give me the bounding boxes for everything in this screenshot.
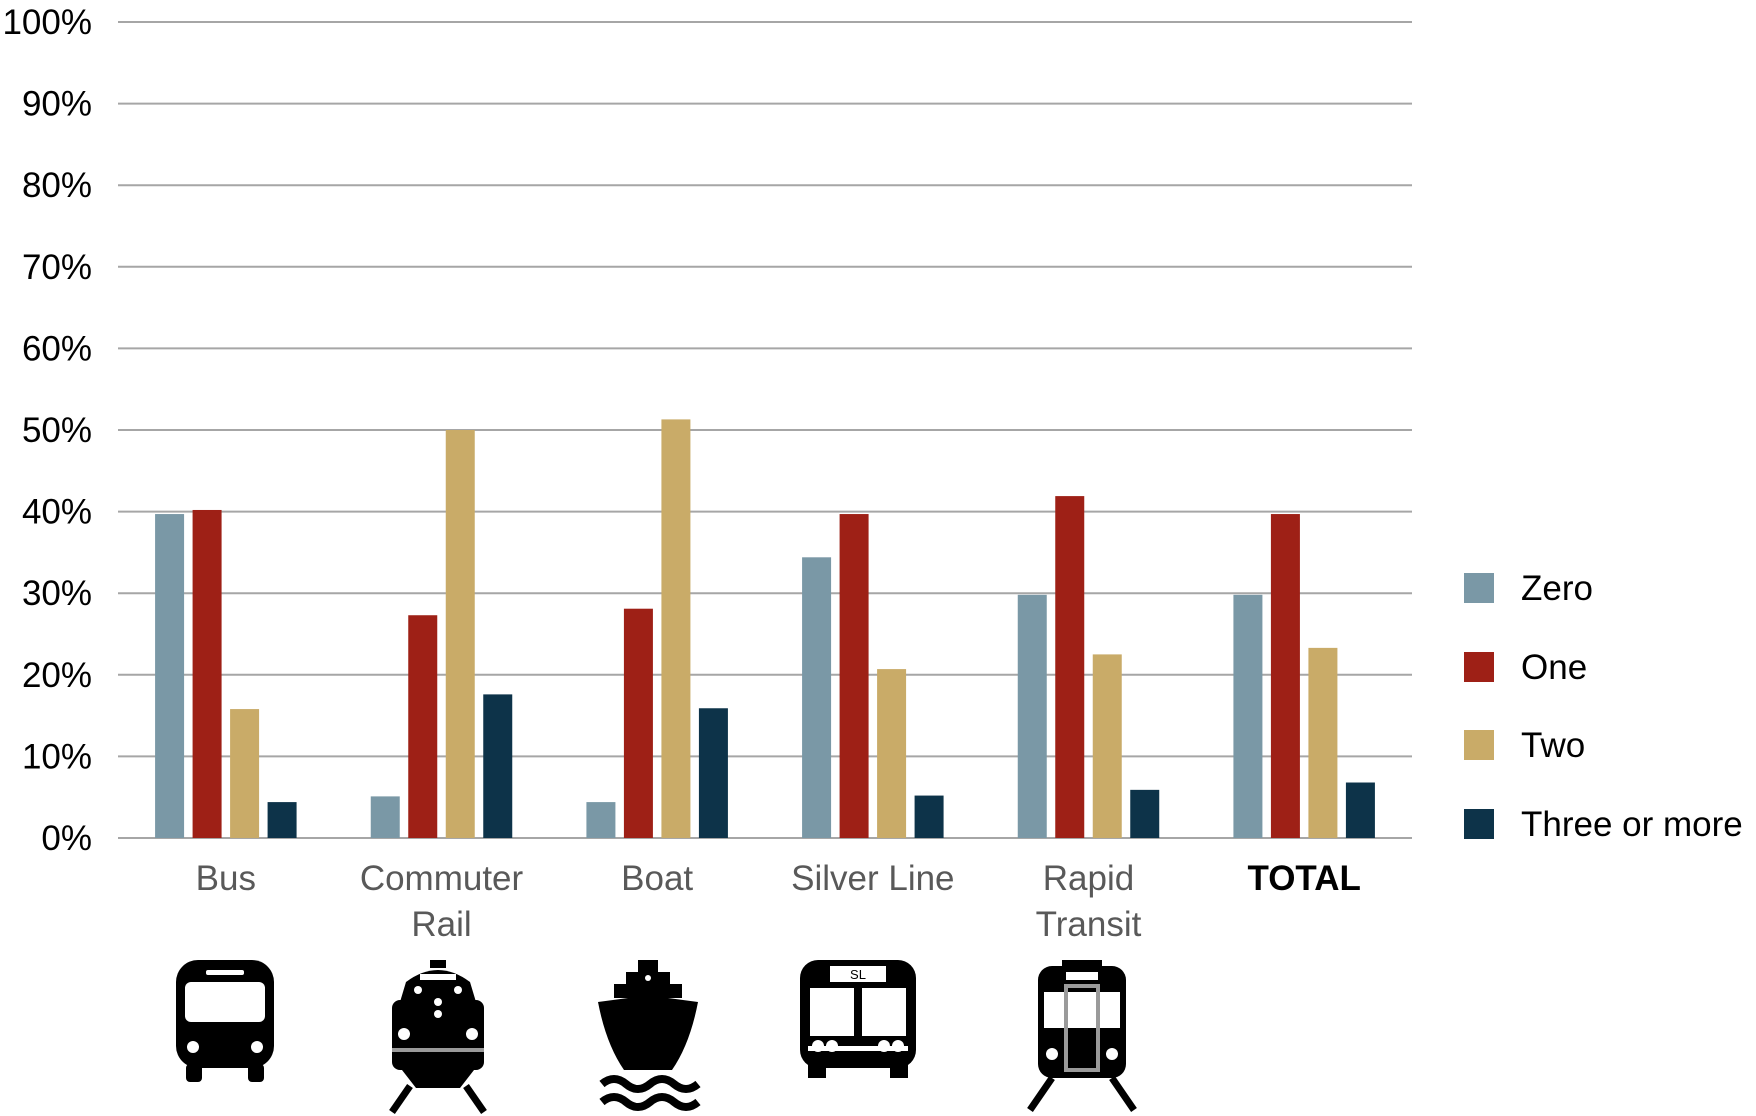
bar-three-or-more-boat	[698, 708, 728, 838]
y-tick-label: 80%	[22, 166, 92, 205]
x-category-label: Boat	[621, 859, 693, 898]
rapid-transit-train-icon	[1027, 960, 1137, 1112]
bars	[155, 419, 1375, 838]
bar-one-silver-line	[839, 514, 869, 838]
y-tick-label: 90%	[22, 85, 92, 124]
y-tick-label: 30%	[22, 574, 92, 613]
bus-icon	[176, 960, 274, 1082]
y-tick-label: 50%	[22, 411, 92, 450]
legend-label: Two	[1521, 726, 1585, 765]
y-axis-tick-labels: 0% 10% 20% 30% 40% 50% 60% 70% 80% 90% 100%	[2, 3, 92, 858]
bar-zero-commuter-rail	[370, 796, 400, 838]
y-tick-label: 70%	[22, 248, 92, 287]
legend-swatch	[1464, 730, 1494, 760]
y-tick-label: 60%	[22, 329, 92, 368]
x-category-label: Silver Line	[791, 859, 954, 898]
x-category-label: TOTAL	[1247, 859, 1360, 898]
bar-one-rapid-transit	[1055, 496, 1085, 838]
bar-one-commuter-rail	[408, 615, 438, 838]
bar-three-or-more-silver-line	[914, 795, 944, 838]
boat-icon	[598, 960, 701, 1111]
bar-two-bus	[230, 709, 260, 838]
commuter-rail-icon	[389, 960, 487, 1114]
mode-icons: SL	[176, 960, 1137, 1114]
legend-swatch	[1464, 652, 1494, 682]
bar-two-total	[1308, 647, 1338, 838]
legend-label: One	[1521, 648, 1587, 687]
gridlines	[118, 21, 1412, 839]
bar-three-or-more-rapid-transit	[1130, 789, 1160, 838]
bar-three-or-more-total	[1345, 782, 1375, 838]
x-category-label: Commuter Rail	[360, 859, 524, 944]
bar-two-rapid-transit	[1092, 654, 1122, 838]
bar-three-or-more-bus	[267, 802, 297, 838]
y-tick-label: 100%	[2, 3, 92, 42]
x-category-label: Rapid Transit	[1036, 859, 1142, 944]
bar-two-commuter-rail	[445, 430, 475, 838]
bar-zero-bus	[155, 514, 185, 838]
x-category-label: Bus	[196, 859, 256, 898]
bar-one-boat	[623, 608, 653, 838]
y-tick-label: 40%	[22, 493, 92, 532]
category-labels: Bus Commuter Rail Boat Silver Line Rapid Trans…	[196, 859, 1361, 944]
bar-zero-silver-line	[802, 557, 832, 838]
silver-line-sign-text: SL	[850, 967, 866, 982]
bar-three-or-more-commuter-rail	[483, 694, 513, 838]
bar-one-bus	[192, 509, 222, 838]
bar-two-silver-line	[877, 669, 907, 838]
silver-line-bus-icon: SL	[800, 960, 916, 1078]
y-tick-label: 20%	[22, 656, 92, 695]
legend-swatch	[1464, 573, 1494, 603]
legend-label: Three or more	[1521, 805, 1743, 844]
bar-zero-boat	[586, 802, 616, 838]
legend-label: Zero	[1521, 569, 1593, 608]
bar-two-boat	[661, 419, 691, 838]
y-tick-label: 10%	[22, 737, 92, 776]
legend-swatch	[1464, 809, 1494, 839]
legend: Zero One Two Three or more	[1464, 569, 1743, 844]
bar-one-total	[1270, 514, 1300, 838]
bar-zero-rapid-transit	[1017, 594, 1047, 838]
y-tick-label: 0%	[41, 819, 92, 858]
bar-zero-total	[1233, 594, 1263, 838]
